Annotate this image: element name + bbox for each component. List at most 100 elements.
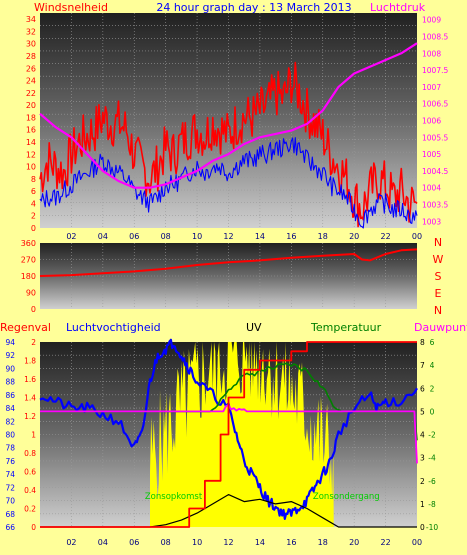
humidity-tick-label: 88 [5, 378, 15, 387]
humidity-tick-label: 78 [5, 444, 15, 453]
uv-tick-label: 6 [420, 384, 425, 393]
humidity-tick-label: 84 [5, 404, 15, 413]
temperature-tick-label: -2 [428, 431, 436, 440]
humidity-tick-label: 86 [5, 391, 15, 400]
wind-pressure-panel: 024681012141618202224262830323410031003.… [26, 13, 448, 241]
x-tick-label: 04 [98, 232, 108, 241]
series-rain-line [40, 341, 417, 528]
rain-tick-label: 1.6 [24, 375, 36, 384]
series-gust-line [39, 61, 418, 228]
uv-tick-label: 4 [420, 431, 425, 440]
x-tick-label: 02 [66, 538, 76, 547]
y-tick-label: 20 [26, 101, 36, 110]
y2-tick-label: 1008.5 [422, 33, 448, 42]
x-tick-label: 04 [98, 538, 108, 547]
x-tick-label: 16 [286, 538, 296, 547]
x-tick-label: 00 [412, 538, 422, 547]
y2-tick-label: 1004.5 [422, 167, 448, 176]
temperature-axis-label: Temperatuur [310, 321, 382, 334]
y2-tick-label: 1005 [422, 150, 441, 159]
rain-tick-label: 0.4 [24, 486, 36, 495]
humidity-axis-label: Luchtvochtigheid [66, 321, 161, 334]
y-tick-label: 10 [26, 163, 36, 172]
y-tick-label: 16 [26, 126, 36, 135]
y2-tick-label: 1004 [422, 184, 441, 193]
rain-tick-label: 1 [31, 431, 36, 440]
x-tick-label: 12 [223, 538, 233, 547]
compass-label: N [434, 304, 442, 317]
x-tick-label: 22 [380, 538, 390, 547]
temperature-tick-label: 6 [430, 338, 435, 347]
x-tick-label: 22 [380, 232, 390, 241]
rain-tick-label: 0.6 [24, 468, 36, 477]
x-tick-label: 12 [223, 232, 233, 241]
y2-tick-label: 1006.5 [422, 100, 448, 109]
y-tick-label: 24 [26, 77, 36, 86]
uv-tick-label: 1 [420, 500, 425, 509]
y-tick-label: 30 [26, 40, 36, 49]
y-tick-label: 360 [21, 239, 36, 248]
temperature-tick-label: 4 [430, 361, 435, 370]
rain-axis-label: Regenval [0, 321, 51, 334]
x-tick-label: 06 [129, 538, 139, 547]
humidity-tick-label: 90 [5, 364, 15, 373]
y-tick-label: 0 [31, 224, 36, 233]
y2-tick-label: 1009 [422, 16, 441, 25]
y-tick-label: 26 [26, 64, 36, 73]
sunrise-annotation: Zonsopkomst [145, 492, 203, 502]
humidity-tick-label: 80 [5, 431, 15, 440]
uv-axis-label: UV [246, 321, 262, 334]
y-tick-label: 18 [26, 113, 36, 122]
solar-area [150, 342, 334, 527]
y-tick-label: 28 [26, 52, 36, 61]
rain-tick-label: 1.2 [24, 412, 36, 421]
x-tick-label: 18 [318, 538, 328, 547]
y2-tick-label: 1003.5 [422, 200, 448, 209]
chart-title: 24 hour graph day : 13 March 2013 [156, 1, 351, 14]
x-tick-label: 10 [192, 232, 202, 241]
dewpoint-axis-label: Dauwpunt [414, 321, 467, 334]
pressure-axis-label: Luchtdruk [370, 1, 426, 14]
climate-panel: 66687072747678808284868890929400.20.40.6… [5, 338, 438, 547]
series-avg-line [39, 137, 418, 229]
y2-tick-label: 1005.5 [422, 133, 448, 142]
x-tick-label: 20 [349, 538, 359, 547]
y-tick-label: 32 [26, 27, 36, 36]
x-tick-label: 14 [255, 232, 265, 241]
humidity-tick-label: 94 [5, 338, 15, 347]
y-tick-label: 8 [31, 175, 36, 184]
humidity-tick-label: 66 [5, 523, 15, 532]
temperature-tick-label: 2 [430, 384, 435, 393]
compass-label: W [433, 253, 444, 266]
rain-tick-label: 1.4 [24, 394, 36, 403]
humidity-tick-label: 76 [5, 457, 15, 466]
humidity-tick-label: 74 [5, 470, 15, 479]
humidity-tick-label: 82 [5, 417, 15, 426]
x-tick-label: 16 [286, 232, 296, 241]
y-tick-label: 2 [31, 212, 36, 221]
humidity-tick-label: 92 [5, 351, 15, 360]
rain-tick-label: 0.2 [24, 505, 36, 514]
series-direction-line [39, 248, 418, 277]
rain-tick-label: 0.8 [24, 449, 36, 458]
temperature-tick-label: -8 [428, 500, 436, 509]
y2-tick-label: 1007 [422, 83, 441, 92]
humidity-tick-label: 72 [5, 483, 15, 492]
y2-tick-label: 1007.5 [422, 66, 448, 75]
x-tick-label: 20 [349, 232, 359, 241]
rain-tick-label: 2 [31, 338, 36, 347]
x-tick-label: 06 [129, 232, 139, 241]
x-tick-label: 10 [192, 538, 202, 547]
uv-tick-label: 8 [420, 338, 425, 347]
compass-label: E [435, 287, 442, 300]
temperature-tick-label: -10 [426, 523, 438, 532]
x-tick-label: 08 [161, 538, 171, 547]
y-tick-label: 6 [31, 187, 36, 196]
humidity-tick-label: 68 [5, 510, 15, 519]
wind-axis-label: Windsnelheid [34, 1, 108, 14]
y2-tick-label: 1006 [422, 117, 441, 126]
compass-label: N [434, 236, 442, 249]
y-tick-label: 90 [26, 289, 36, 298]
